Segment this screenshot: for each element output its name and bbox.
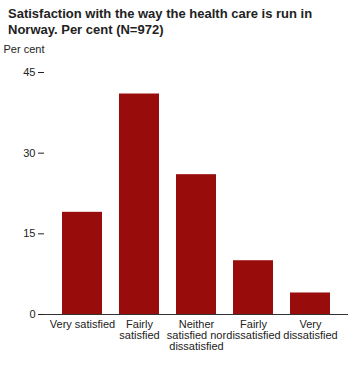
svg-text:Fairlysatisfied: Fairlysatisfied — [119, 318, 159, 341]
svg-text:Per cent: Per cent — [4, 43, 45, 55]
svg-text:Fairlydissatisfied: Fairlydissatisfied — [226, 318, 280, 341]
html-text:Satisfaction with the way the: Satisfaction with the way the health car… — [8, 6, 313, 37]
svg-text:45: 45 — [23, 66, 35, 78]
svg-text:Very satisfied: Very satisfied — [50, 318, 115, 330]
svg-text:Neithersatisfied nordissatisfi: Neithersatisfied nordissatisfied — [167, 318, 227, 352]
svg-text:15: 15 — [23, 227, 35, 239]
svg-text:Verydissatisfied: Verydissatisfied — [283, 318, 337, 341]
svg-text:0: 0 — [29, 308, 35, 320]
svg-text:30: 30 — [23, 147, 35, 159]
